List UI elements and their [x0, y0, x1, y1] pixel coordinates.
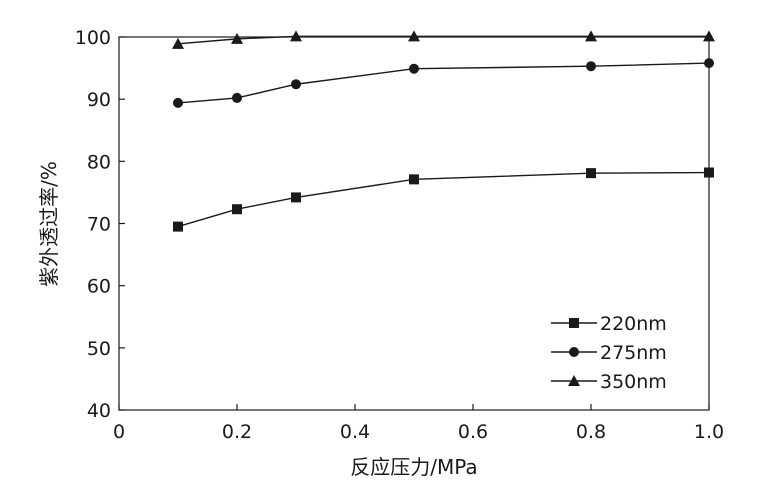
y-tick-label: 70: [87, 214, 111, 236]
series-220nm: [173, 167, 714, 232]
data-point-triangle: [568, 375, 580, 386]
data-point-circle: [704, 58, 714, 69]
series-line: [177, 171, 710, 228]
x-axis-ticks: 0 0.2 0.4 0.6 0.8 1.0: [113, 404, 724, 443]
data-point-triangle: [231, 32, 243, 44]
x-tick-label: 0.4: [340, 421, 370, 443]
data-point-circle: [291, 79, 301, 90]
series-line: [177, 35, 709, 45]
legend-item: 220nm: [551, 313, 667, 335]
data-point-square: [704, 167, 714, 178]
series-275nm: [173, 58, 714, 108]
legend-item: 275nm: [551, 342, 667, 364]
y-tick-label: 90: [87, 89, 111, 111]
x-axis-label: 反应压力/MPa: [350, 455, 477, 479]
data-point-triangle: [172, 37, 184, 49]
y-tick-label: 50: [87, 338, 111, 360]
y-tick-label: 100: [75, 27, 111, 49]
x-tick-label: 0.2: [222, 421, 252, 443]
data-point-square: [409, 174, 419, 185]
series-350nm: [172, 30, 715, 49]
legend-label: 350nm: [600, 371, 667, 393]
x-tick-label: 0: [113, 421, 125, 443]
y-axis-label: 紫外透过率/%: [37, 161, 61, 287]
series-line: [177, 62, 710, 104]
legend-label: 220nm: [600, 313, 667, 335]
data-point-triangle: [408, 30, 420, 42]
y-axis-ticks: 40 50 60 70 80 90 100: [75, 27, 125, 422]
data-point-square: [569, 318, 579, 328]
data-point-square: [291, 192, 301, 203]
data-point-triangle: [585, 30, 597, 42]
data-point-triangle: [703, 30, 715, 42]
x-tick-label: 1.0: [694, 421, 724, 443]
series-layer: [172, 30, 715, 232]
data-point-circle: [232, 92, 242, 103]
legend-item: 350nm: [551, 371, 667, 393]
legend-label: 275nm: [600, 342, 667, 364]
x-tick-label: 0.8: [576, 421, 606, 443]
data-point-circle: [569, 347, 579, 357]
data-point-square: [173, 221, 183, 232]
legend: 220nm 275nm 350nm: [551, 313, 667, 393]
data-point-square: [232, 204, 242, 215]
data-point-circle: [173, 97, 183, 108]
y-tick-label: 40: [87, 400, 111, 422]
data-point-triangle: [290, 30, 302, 42]
y-tick-label: 80: [87, 151, 111, 173]
data-point-square: [586, 168, 596, 179]
data-point-circle: [586, 61, 596, 72]
y-tick-label: 60: [87, 276, 111, 298]
x-tick-label: 0.6: [458, 421, 488, 443]
data-point-circle: [409, 63, 419, 74]
